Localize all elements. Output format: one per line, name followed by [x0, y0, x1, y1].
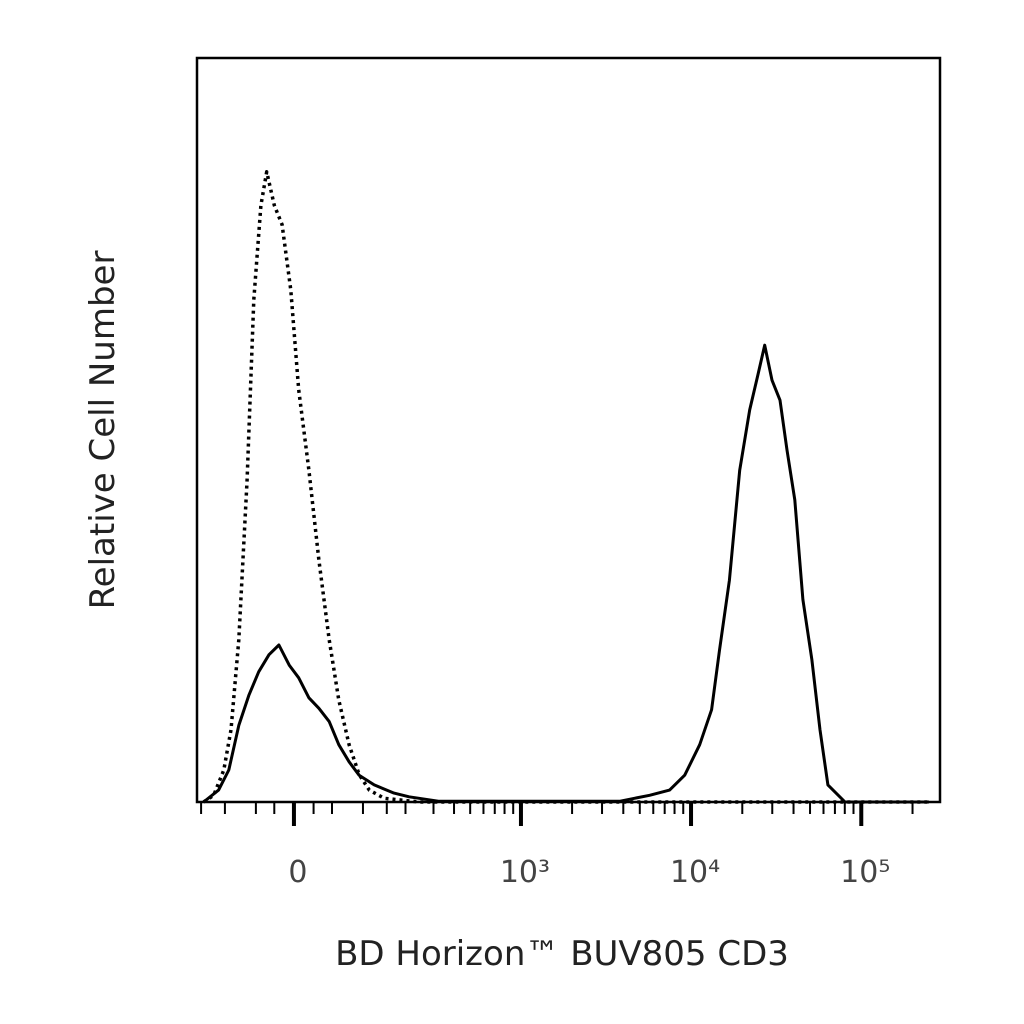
histogram-curve	[202, 343, 929, 804]
x-tick-label: 0	[288, 855, 307, 890]
histogram-curve	[202, 170, 929, 804]
y-axis-label: Relative Cell Number	[83, 251, 123, 610]
x-tick-label: 10³	[500, 855, 550, 890]
plot-frame	[195, 56, 942, 804]
x-tick-label: 10⁴	[670, 855, 720, 890]
x-tick-label: 10⁵	[840, 855, 890, 890]
x-axis-label: BD Horizon™ BUV805 CD3	[335, 934, 789, 974]
